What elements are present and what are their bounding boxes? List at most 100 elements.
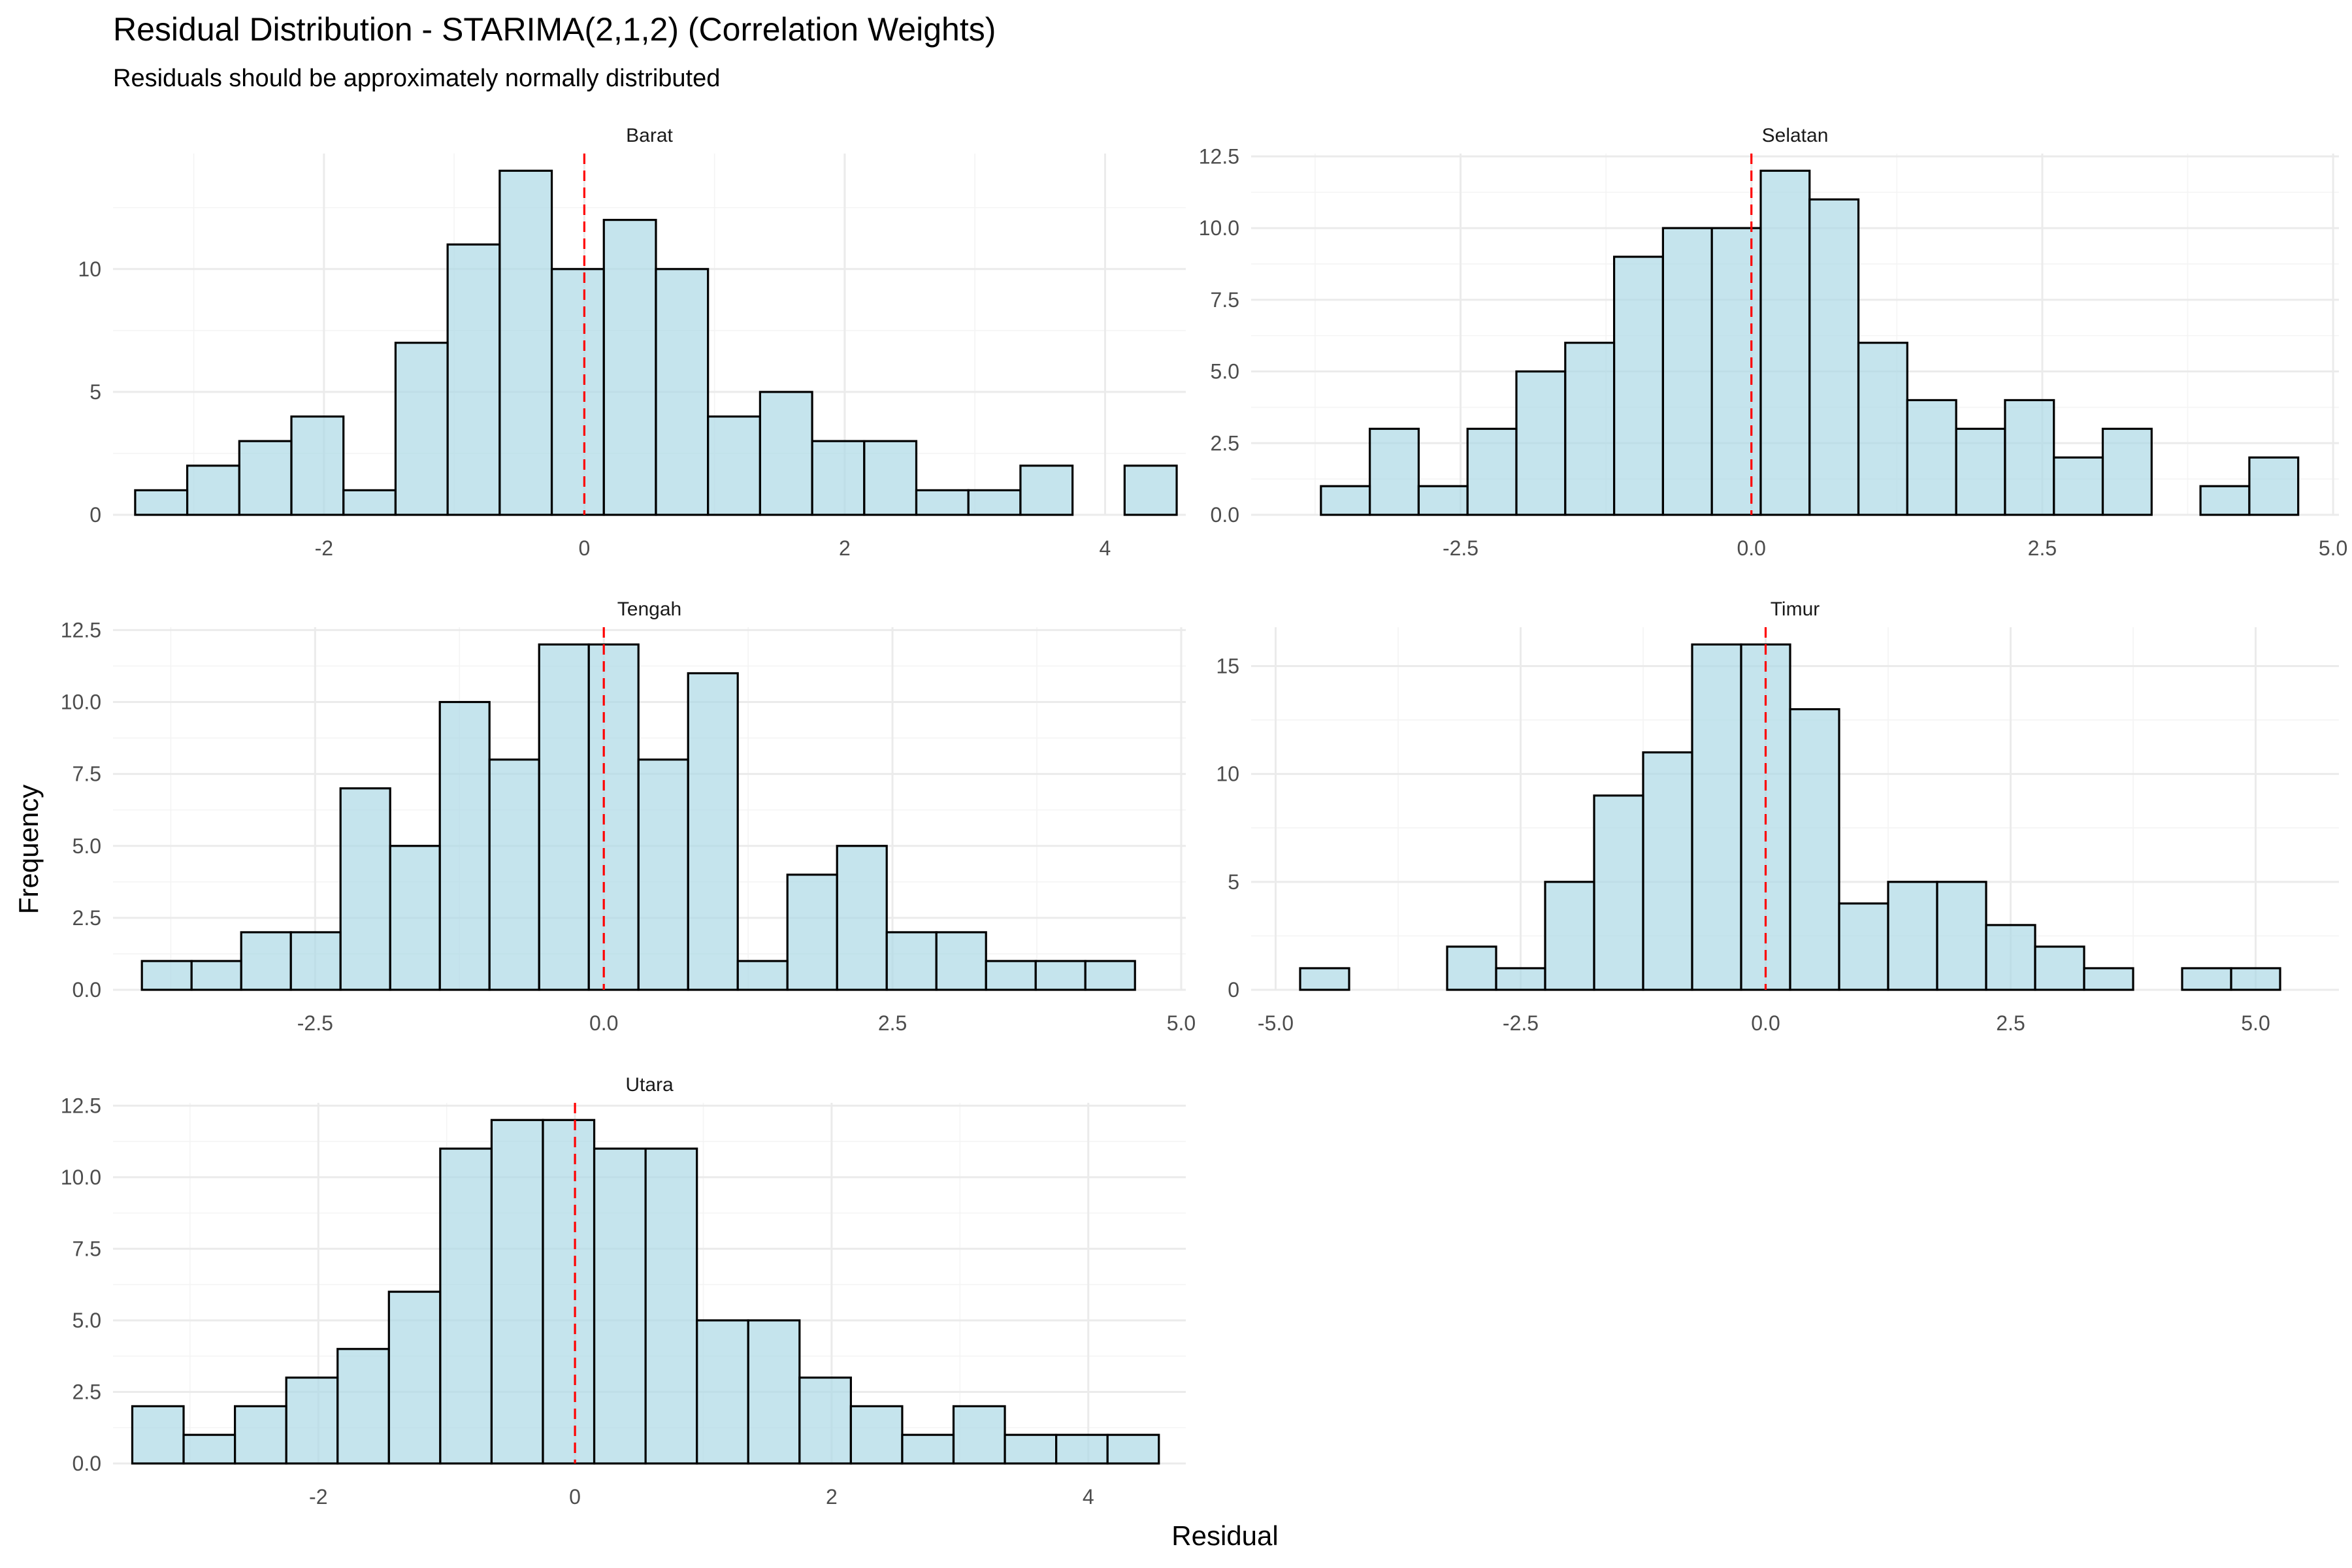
y-tick-label: 12.5 — [61, 618, 101, 642]
y-tick-label: 10.0 — [61, 1166, 101, 1189]
histogram-bar — [131, 1405, 185, 1465]
histogram-bar — [538, 643, 590, 991]
histogram-bar — [190, 960, 242, 991]
histogram-bar — [1808, 198, 1860, 516]
x-tick-label: 0.0 — [589, 1011, 618, 1035]
x-axis-title: Residual — [1171, 1520, 1278, 1551]
histogram-bar — [488, 759, 540, 991]
histogram-bar — [2053, 456, 2104, 516]
histogram-bar — [490, 1119, 544, 1465]
y-tick-label: 0.0 — [73, 978, 101, 1002]
histogram-bar — [394, 342, 449, 516]
x-tick-label: 2.5 — [2028, 536, 2057, 560]
y-tick-label: 12.5 — [1199, 144, 1239, 168]
y-tick-label: 5.0 — [73, 1309, 101, 1332]
histogram-bar — [1034, 960, 1086, 991]
histogram-bar — [786, 874, 838, 991]
x-tick-label: 2 — [826, 1485, 838, 1509]
histogram-bar — [1515, 370, 1567, 516]
histogram-bar — [1642, 751, 1693, 991]
y-tick-label: 0 — [1228, 978, 1239, 1002]
histogram-bar — [952, 1405, 1006, 1465]
panel-strip-label: Tengah — [617, 598, 681, 620]
histogram-bar — [1544, 881, 1595, 991]
histogram-bar — [1789, 708, 1840, 991]
histogram-bar — [1417, 485, 1469, 516]
histogram-bar — [2004, 399, 2055, 516]
histogram-bar — [2230, 967, 2281, 991]
histogram-bar — [1564, 342, 1616, 516]
chart-title: Residual Distribution - STARIMA(2,1,2) (… — [113, 11, 996, 48]
y-tick-label: 0 — [90, 503, 101, 527]
x-tick-label: 0.0 — [1737, 536, 1765, 560]
histogram-bar — [863, 440, 918, 516]
y-tick-label: 7.5 — [1211, 288, 1239, 312]
y-tick-label: 10 — [1216, 762, 1239, 786]
chart-subtitle: Residuals should be approximately normal… — [113, 65, 720, 92]
histogram-bar — [1004, 1433, 1058, 1465]
x-tick-label: 0.0 — [1751, 1011, 1780, 1035]
histogram-bar — [935, 931, 987, 991]
histogram-bar — [1887, 881, 1938, 991]
histogram-bar — [1055, 1433, 1109, 1465]
histogram-bar — [587, 643, 640, 991]
panel-tengah: Tengah -2.5 0.0 2.5 5.0 0.0 2.5 5.0 7.5 10.0 12.5 — [61, 598, 1196, 1035]
histogram-bar — [1710, 227, 1762, 516]
histogram-bar — [1661, 227, 1713, 516]
histogram-bar — [1369, 427, 1420, 516]
histogram-bar — [1936, 881, 1987, 991]
histogram-bar — [498, 169, 553, 516]
histogram-bar — [1106, 1433, 1160, 1465]
x-tick-label: 4 — [1083, 1485, 1094, 1509]
histogram-bar — [915, 489, 970, 516]
histogram-bar — [389, 845, 441, 991]
histogram-bar — [1955, 427, 2006, 516]
histogram-bar — [290, 415, 345, 516]
histogram-bar — [2248, 456, 2300, 516]
x-tick-label: -2.5 — [1503, 1011, 1539, 1035]
histogram-bar — [342, 489, 397, 516]
histogram-bar — [885, 931, 938, 991]
histogram-bar — [967, 489, 1022, 516]
y-tick-label: 7.5 — [73, 762, 101, 786]
panel-selatan: Selatan -2.5 0.0 2.5 5.0 0.0 2.5 5.0 7.5 10.0 12.5 — [1199, 125, 2348, 560]
histogram-bar — [759, 391, 813, 516]
x-tick-label: 2.5 — [878, 1011, 907, 1035]
histogram-bar — [446, 243, 501, 516]
y-tick-label: 0.0 — [73, 1452, 101, 1475]
histogram-bar — [2199, 485, 2251, 516]
histogram-bar — [1495, 967, 1546, 991]
panel-barat: Barat -2 0 2 4 0 5 10 — [78, 125, 1186, 560]
histogram-bar — [1123, 465, 1178, 516]
histogram-bar — [1838, 902, 1889, 991]
x-tick-label: 0 — [569, 1485, 581, 1509]
y-tick-label: 2.5 — [73, 1380, 101, 1403]
panel-strip-label: Selatan — [1762, 125, 1829, 146]
y-tick-label: 10.0 — [61, 691, 101, 714]
histogram-bar — [593, 1147, 647, 1465]
y-tick-label: 10.0 — [1199, 216, 1239, 240]
y-tick-label: 5 — [90, 380, 101, 404]
histogram-bar — [1857, 342, 1908, 516]
histogram-bar — [439, 1147, 493, 1465]
histogram-bar — [542, 1119, 596, 1465]
histogram-bar — [1759, 169, 1811, 516]
histogram-bar — [901, 1433, 955, 1465]
histogram-bar — [1446, 945, 1497, 991]
histogram-bar — [602, 218, 657, 516]
histogram-bar — [644, 1147, 698, 1465]
histogram-bar — [336, 1348, 390, 1465]
panel-timur: Timur -5.0 -2.5 0.0 2.5 5.0 0 5 10 15 — [1216, 598, 2339, 1035]
x-tick-label: 2 — [839, 536, 851, 560]
histogram-bar — [1019, 465, 1074, 516]
histogram-bar — [1320, 485, 1371, 516]
x-tick-label: -5.0 — [1258, 1011, 1294, 1035]
histogram-bar — [1906, 399, 1957, 516]
histogram-bar — [233, 1405, 287, 1465]
histogram-bar — [696, 1319, 749, 1465]
y-tick-label: 10 — [78, 257, 101, 281]
y-tick-label: 2.5 — [1211, 431, 1239, 455]
histogram-bar — [811, 440, 866, 516]
y-tick-label: 15 — [1216, 654, 1239, 678]
x-tick-label: 5.0 — [2241, 1011, 2270, 1035]
